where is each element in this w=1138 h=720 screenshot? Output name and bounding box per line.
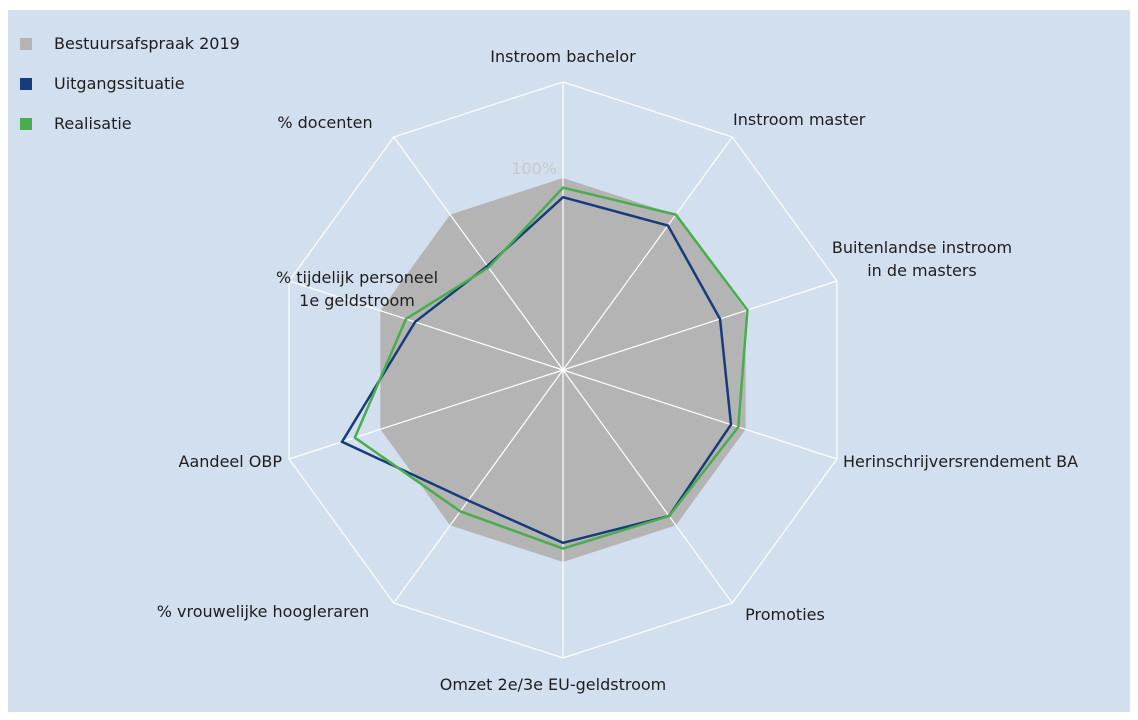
spoke (562, 369, 838, 460)
axis-label: Instroom master (733, 110, 866, 129)
axis-label: Buitenlandse instroom in de masters (831, 238, 1013, 280)
spoke (288, 280, 564, 371)
legend-swatch (20, 38, 32, 50)
spoke (288, 369, 564, 460)
legend-label: Uitgangssituatie (54, 74, 185, 93)
axis-label: % docenten (277, 113, 373, 132)
axis-label: Herinschrijversrendement BA (843, 452, 1079, 471)
spoke (562, 369, 733, 604)
spoke (562, 136, 733, 371)
axis-label: % tijdelijk personeel 1e geldstroom (275, 268, 439, 310)
legend-label: Bestuursafspraak 2019 (54, 34, 240, 53)
spoke (393, 369, 564, 604)
axis-label: Instroom bachelor (490, 47, 636, 66)
legend-swatch (20, 78, 32, 90)
axis-label: % vrouwelijke hoogleraren (156, 602, 370, 621)
axis-label: Aandeel OBP (178, 452, 282, 471)
spoke (562, 280, 838, 371)
y-tick-label: 100% (511, 159, 557, 178)
series-line (340, 195, 733, 545)
spoke (393, 136, 564, 371)
legend-label: Realisatie (54, 114, 132, 133)
legend-swatch (20, 118, 32, 130)
axis-label: Promoties (745, 605, 825, 624)
axis-label: Omzet 2e/3e EU-geldstroom (439, 675, 667, 694)
series-line (353, 186, 749, 550)
